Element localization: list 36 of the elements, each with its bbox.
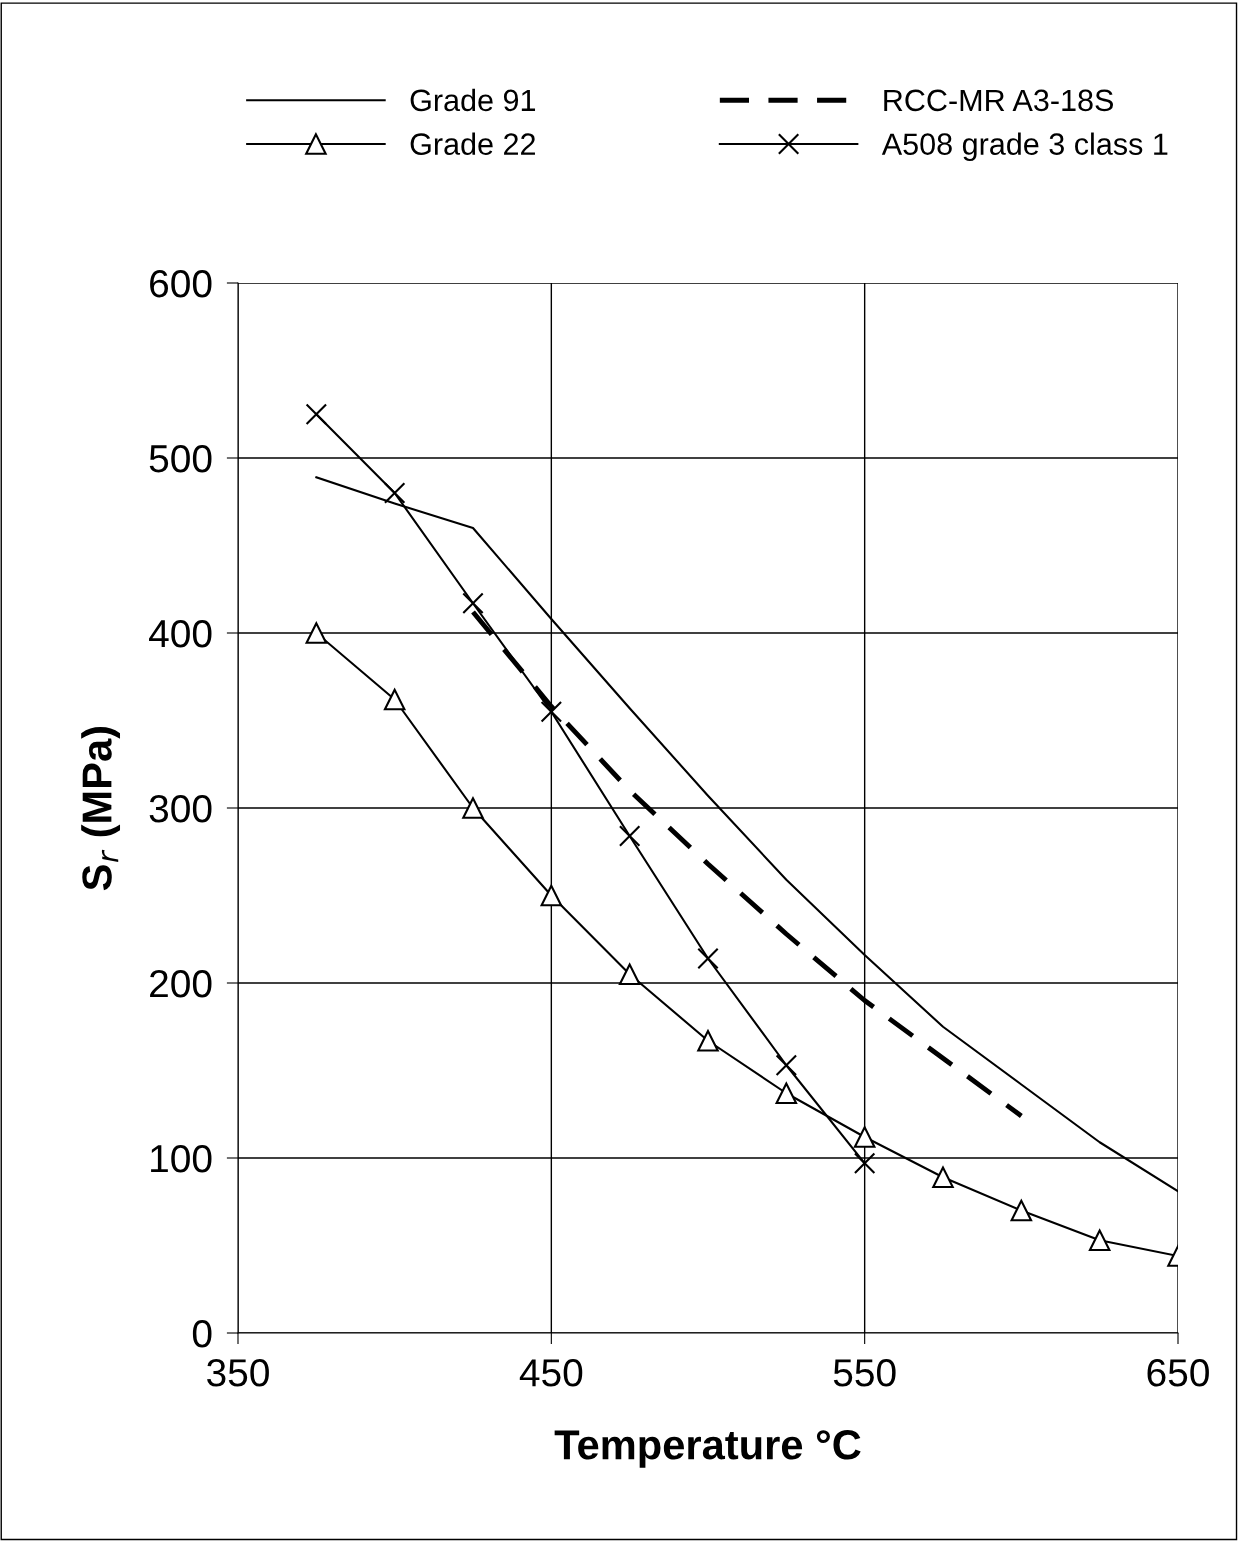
point	[540, 884, 563, 907]
point	[697, 947, 719, 970]
point	[618, 963, 641, 986]
y-tick-label: 0	[192, 1319, 212, 1348]
point	[462, 592, 484, 615]
y-tick-label: 100	[151, 1144, 212, 1173]
point	[932, 1166, 954, 1189]
point	[305, 403, 328, 426]
x-axis-title: Temperature °C	[554, 1430, 861, 1468]
y-tick-label: 400	[149, 619, 212, 648]
point	[697, 1029, 719, 1052]
x-tick-label: 550	[833, 1359, 896, 1387]
point	[853, 1126, 876, 1148]
point	[775, 1082, 798, 1105]
point	[383, 482, 406, 504]
point	[1010, 1199, 1033, 1222]
point	[383, 688, 406, 711]
point	[618, 825, 641, 847]
legend-label: Grade 91	[410, 88, 536, 112]
point	[540, 700, 563, 723]
point	[1088, 1229, 1111, 1252]
x-tick-label: 350	[207, 1359, 269, 1387]
legend-label: RCC-MR A3-18S	[884, 89, 1113, 112]
point	[853, 1152, 876, 1175]
y-axis-title: S$_{r}$ (MPa)	[81, 727, 121, 891]
x-tick-label: 450	[519, 1359, 583, 1387]
legend-label: A508 grade 3 class 1	[881, 132, 1168, 161]
point	[462, 797, 484, 819]
y-tick-label: 600	[150, 269, 212, 298]
point	[775, 1054, 798, 1077]
y-tick-label: 300	[149, 794, 212, 823]
y-tick-label: 200	[150, 969, 212, 998]
legend-label: Grade 22	[410, 132, 535, 155]
y-tick-label: 500	[149, 444, 212, 473]
point	[305, 622, 328, 644]
x-tick-label: 650	[1147, 1359, 1209, 1387]
